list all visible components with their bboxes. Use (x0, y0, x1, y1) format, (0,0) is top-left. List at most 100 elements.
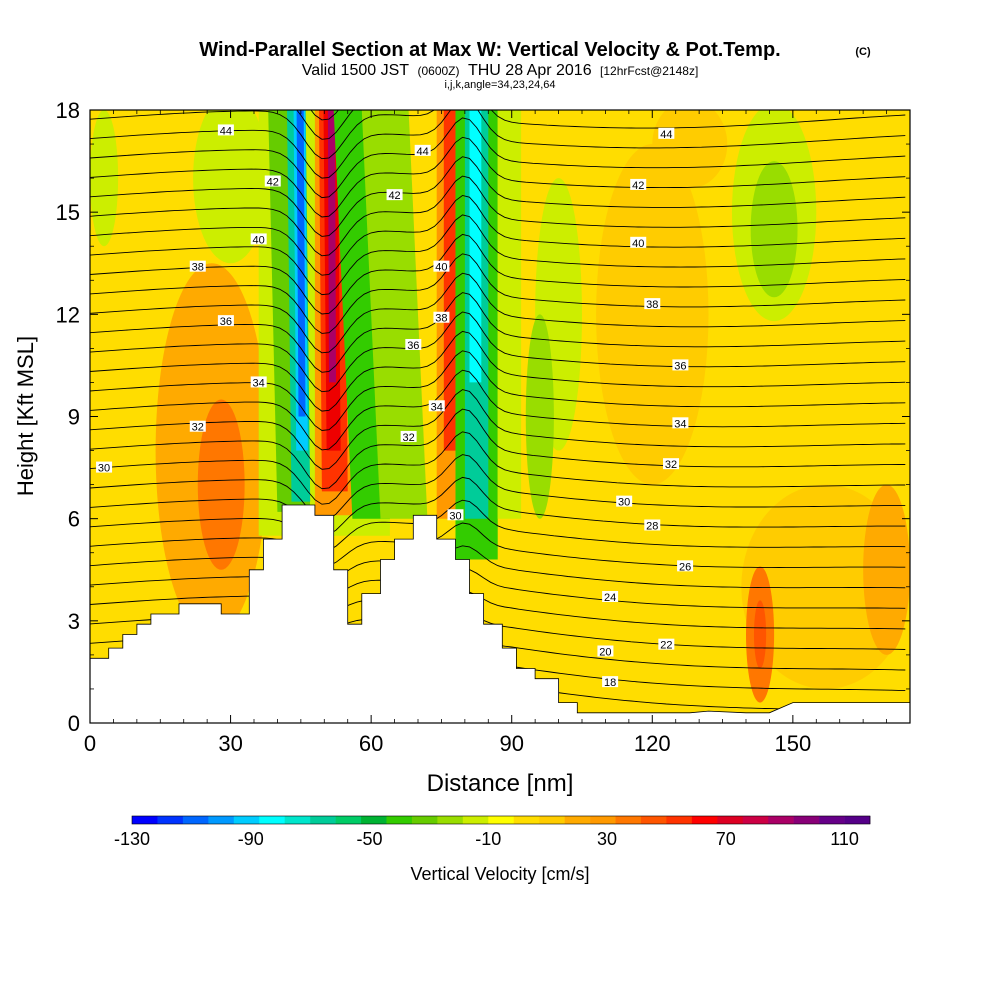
isentrope-label: 28 (644, 519, 661, 532)
isentrope-label-text: 22 (660, 640, 672, 652)
isentrope-label-bg (189, 260, 206, 272)
isentrope-label-bg (428, 400, 445, 412)
isentrope-label-bg (433, 260, 450, 272)
y-tick-label: 9 (68, 405, 80, 430)
terrain-mask (90, 504, 910, 723)
isentrope-label-text: 30 (449, 510, 461, 522)
isentrope-line (90, 136, 906, 218)
x-tick-label: 60 (359, 731, 383, 756)
isentrope-label-bg (433, 311, 450, 323)
isentrope-label: 22 (658, 638, 675, 652)
isentrope-label-bg (602, 590, 619, 602)
isentrope-line (90, 568, 906, 609)
y-tick-label: 18 (56, 98, 80, 123)
isentrope-line (90, 214, 906, 296)
colorbar-segment (819, 816, 845, 824)
isentrope-label: 40 (433, 260, 450, 274)
x-tick-label: 30 (218, 731, 242, 756)
updraft-region (596, 144, 709, 485)
isentrope-label-text: 32 (665, 459, 677, 471)
isentrope-line (90, 272, 906, 354)
isentrope-label: 30 (96, 461, 113, 475)
colorbar-tick-labels: -130 -90 -50 -10 30 70 110 (114, 829, 859, 849)
isentrope-label-text: 38 (192, 262, 204, 274)
chart-subtitle: Valid 1500 JST (0600Z) THU 28 Apr 2016 [… (302, 62, 699, 79)
isentrope-line (90, 389, 906, 470)
isentrope-label-text: 40 (435, 262, 447, 274)
isentrope-label-bg (658, 638, 675, 650)
copyright-mark: (C) (855, 46, 871, 58)
isentrope-label-text: 40 (632, 238, 644, 250)
y-axis-label: Height [Kft MSL] (13, 336, 38, 496)
isentrope-label: 32 (663, 458, 680, 471)
isentrope-line (90, 117, 906, 199)
isentrope-label: 26 (677, 560, 694, 573)
isentrope-label-text: 20 (599, 646, 611, 658)
isentrope-label: 32 (189, 420, 206, 434)
subtitle-utc: (0600Z) (417, 64, 459, 78)
isentrope-label-bg (616, 495, 633, 507)
isentrope-label: 40 (250, 233, 267, 246)
isentrope-label-bg (630, 236, 647, 248)
isentrope-label: 38 (644, 298, 661, 311)
colorbar-segment (539, 816, 565, 824)
isentrope-label-text: 30 (618, 497, 630, 509)
subtitle-date: THU 28 Apr 2016 (468, 62, 592, 79)
isentrope-label: 38 (433, 311, 450, 325)
isentrope-line (90, 311, 906, 393)
isentrope-line (90, 156, 906, 237)
colorbar-segment (768, 816, 794, 824)
colorbar-segment (157, 816, 184, 824)
colorbar-tick-label: -130 (114, 829, 150, 849)
colorbar-segment (386, 816, 413, 824)
updraft-core (753, 600, 767, 669)
colorbar-segment (666, 816, 693, 824)
colorbar-tick-label: 30 (597, 829, 617, 849)
isentrope-label: 34 (672, 417, 689, 430)
x-tick-label: 150 (774, 731, 811, 756)
colorbar-segment (437, 816, 464, 824)
isentrope-label: 44 (658, 127, 675, 141)
isentrope-label-text: 36 (674, 360, 686, 372)
updraft-band (327, 110, 336, 383)
isentrope-label-text: 40 (253, 234, 265, 246)
x-axis: 0 30 60 90 120 150 (84, 110, 887, 756)
colorbar-segment (717, 816, 744, 824)
isentrope-label-bg (189, 420, 206, 432)
isentrope-label: 24 (602, 590, 619, 604)
isentrope-label-bg (658, 127, 675, 139)
isentrope-line (90, 545, 906, 589)
isentrope-label: 42 (630, 178, 647, 192)
downdraft-region (193, 110, 269, 264)
isentrope-labels: 44 44 44 42 42 42 40 40 40 38 38 38 36 36 36 34 34 34 32 32… (96, 124, 694, 689)
colorbar-segment (844, 816, 871, 824)
isentrope-label-bg (250, 376, 267, 388)
isentrope-label-text: 42 (632, 180, 644, 192)
isentrope-label-bg (264, 175, 281, 187)
isentrope-label-bg (250, 233, 267, 245)
isentrope-label: 32 (400, 430, 417, 444)
colorbar-segment (284, 816, 311, 824)
colorbar-segment (513, 816, 540, 824)
isentrope-label-text: 28 (646, 520, 658, 532)
chart-subtitle2: i,j,k,angle=34,23,24,64 (444, 79, 555, 91)
isentrope-line (90, 431, 906, 505)
downdraft-band (469, 110, 482, 383)
downdraft-region (525, 314, 554, 519)
colorbar-segment (310, 816, 336, 824)
isentrope-label-bg (644, 519, 661, 531)
colorbar-segment (233, 816, 260, 824)
isentrope-label: 34 (250, 376, 267, 389)
isentrope-label-text: 34 (253, 377, 265, 389)
isentrope-label-text: 26 (679, 561, 691, 573)
isentrope-line (90, 110, 906, 160)
colorbar-segment (691, 816, 718, 824)
x-axis-label: Distance [nm] (427, 770, 574, 797)
colorbar-segment (182, 816, 209, 824)
colorbar (131, 815, 871, 825)
isentrope-label-bg (677, 560, 694, 572)
updraft-region (863, 484, 910, 655)
x-tick-label: 120 (634, 731, 671, 756)
isentrope-label-text: 44 (417, 146, 429, 158)
